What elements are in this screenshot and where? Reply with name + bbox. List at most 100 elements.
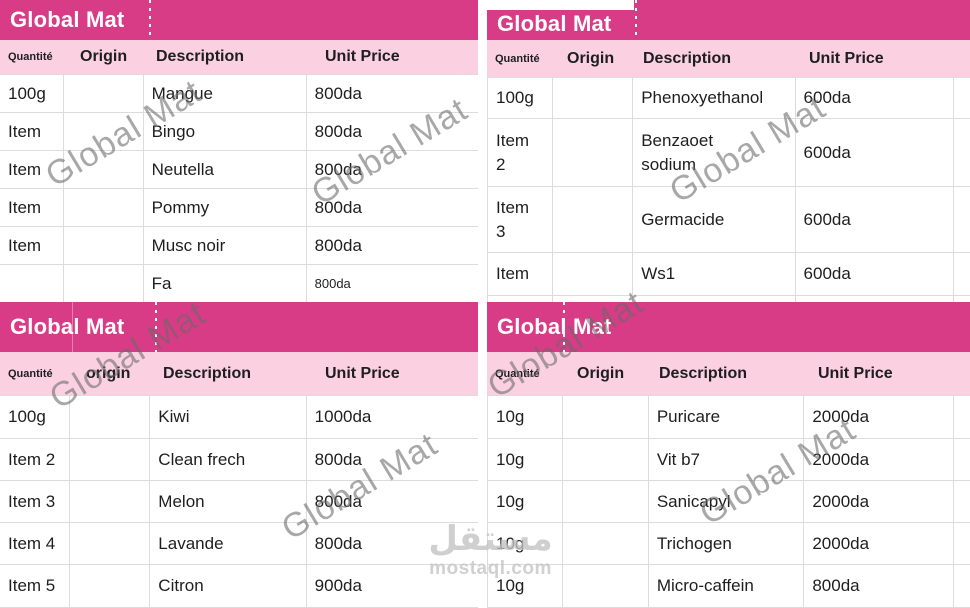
- cell-unit-price: 900da: [314, 576, 362, 595]
- table-row: Fa 800da: [0, 265, 478, 303]
- table-row: 100g Kiwi 1000da: [0, 396, 478, 439]
- cell-unit-price: 800da: [314, 533, 362, 553]
- price-table-top-right: Global Mat Quantité Origin Description U…: [487, 0, 970, 303]
- cell-description: Clean frech: [150, 439, 307, 480]
- table-row: Item Pommy 800da: [0, 189, 478, 227]
- cell-unit-price: 800da: [314, 275, 351, 291]
- cell-origin: [553, 296, 634, 303]
- cell-quantity: 10g: [488, 565, 563, 607]
- page-break-line: [563, 302, 565, 352]
- cell-spacer: [462, 113, 478, 150]
- cell-spacer: [462, 523, 478, 564]
- table-title-bar: Global Mat: [0, 302, 478, 352]
- table-row: 10g Trichogen 2000da: [487, 523, 970, 565]
- page-break-line: [155, 302, 157, 352]
- cell-quantity: Item 5: [0, 565, 70, 607]
- column-header-unit-price: Unit Price: [325, 364, 400, 382]
- cell-origin: [553, 78, 634, 118]
- column-header-description: Description: [643, 49, 732, 67]
- table-title-bar: Global Mat: [487, 302, 970, 352]
- table-body: 100g Phenoxyethanol 600da Item 2 Benzaoet so…: [487, 77, 970, 303]
- cell-spacer: [462, 439, 478, 480]
- cell-origin: [64, 227, 144, 264]
- cell-origin: [553, 253, 634, 295]
- cell-unit-price: 800da: [804, 565, 954, 607]
- cell-quantity: Item: [0, 113, 65, 150]
- cell-description: [633, 296, 796, 303]
- table-body: 10g Puricare 2000da 10g Vit b7 2000da 10g Sanic…: [487, 395, 970, 608]
- cell-quantity: 10g: [488, 439, 563, 480]
- cell-origin: [64, 189, 144, 226]
- cell-quantity: Item 3: [0, 481, 70, 522]
- table-row: Item 2 Clean frech 800da: [0, 439, 478, 481]
- cell-description: Pommy: [144, 189, 307, 226]
- cell-quantity: 10g: [488, 523, 563, 564]
- table-title: Global Mat: [497, 314, 612, 339]
- table-title: Global Mat: [10, 314, 125, 339]
- table-row: Item 5 Citron 900da: [0, 565, 478, 608]
- table-row: Item 4 Lavande 800da: [0, 523, 478, 565]
- cell-origin: [64, 75, 144, 112]
- cell-unit-price: 600da: [796, 119, 954, 186]
- cell-unit-price: 1000da: [314, 407, 372, 426]
- cell-description: Melon: [150, 481, 307, 522]
- cell-description: Germacide: [633, 187, 796, 252]
- table-row: Item Neutella 800da: [0, 151, 478, 189]
- cell-origin: [70, 396, 151, 438]
- table-row: 10g Puricare 2000da: [487, 396, 970, 439]
- cell-quantity: Item 3: [488, 187, 553, 252]
- cell-quantity: Item: [0, 189, 65, 226]
- cell-origin: [70, 481, 151, 522]
- page-break-line: [635, 0, 637, 40]
- cell-unit-price: 2000da: [804, 523, 954, 564]
- cell-description: Citron: [150, 565, 307, 607]
- cell-description: Lavande: [150, 523, 307, 564]
- cell-origin: [70, 565, 151, 607]
- cell-origin: [563, 523, 649, 564]
- table-row: 10g Vit b7 2000da: [487, 439, 970, 481]
- cell-description: Ws1: [633, 253, 796, 295]
- column-header-origin: Origin: [577, 364, 625, 382]
- table-title: Global Mat: [10, 7, 125, 32]
- cell-description: Neutella: [144, 151, 307, 188]
- cell-quantity: Item: [488, 253, 553, 295]
- table-body: 100g Kiwi 1000da Item 2 Clean frech 800da Item…: [0, 395, 478, 608]
- cell-quantity: Item: [0, 151, 65, 188]
- cell-unit-price: 600da: [796, 78, 954, 118]
- cell-spacer: [462, 396, 478, 438]
- table-row: Item Bingo 800da: [0, 113, 478, 151]
- cell-description: Musc noir: [144, 227, 307, 264]
- column-header-unit-price: Unit Price: [809, 49, 884, 67]
- cell-description: Puricare: [649, 396, 805, 438]
- table-row: 10g Sanicapyl 2000da: [487, 481, 970, 523]
- cell-description: Trichogen: [649, 523, 805, 564]
- table-title: Global Mat: [497, 10, 612, 36]
- cell-unit-price: 800da: [314, 235, 362, 255]
- cell-description: Phenoxyethanol: [633, 78, 796, 118]
- table-row: 100g Mangue 800da: [0, 75, 478, 113]
- price-table-bottom-right: Global Mat Quantité Origin Description U…: [487, 302, 970, 608]
- cell-origin: [563, 439, 649, 480]
- cell-spacer: [462, 227, 478, 264]
- cell-unit-price: [796, 296, 954, 303]
- column-header-row: Quantité Origin Description Unit Price: [487, 40, 970, 77]
- cell-origin: [563, 396, 649, 438]
- column-header-description: Description: [156, 48, 245, 65]
- column-header-row: Quantité Origin Description Unit Price: [0, 40, 478, 74]
- cell-quantity: 10g: [488, 481, 563, 522]
- cell-unit-price: 800da: [314, 121, 362, 141]
- column-header-description: Description: [163, 364, 252, 382]
- cell-origin: [64, 151, 144, 188]
- band-cell-line: [72, 302, 73, 352]
- table-title-bar: Global Mat: [0, 0, 478, 40]
- cell-spacer: [954, 187, 970, 252]
- cell-origin: [70, 523, 151, 564]
- column-header-quantite: Quantité: [8, 51, 53, 63]
- table-row: 10g Micro-caffein 800da: [487, 565, 970, 608]
- cell-description: Mangue: [144, 75, 307, 112]
- cell-origin: [553, 119, 634, 186]
- cell-origin: [563, 481, 649, 522]
- cell-spacer: [462, 75, 478, 112]
- column-header-row: Quantité Origin Description Unit Price: [487, 352, 970, 395]
- cell-description: Sanicapyl: [649, 481, 805, 522]
